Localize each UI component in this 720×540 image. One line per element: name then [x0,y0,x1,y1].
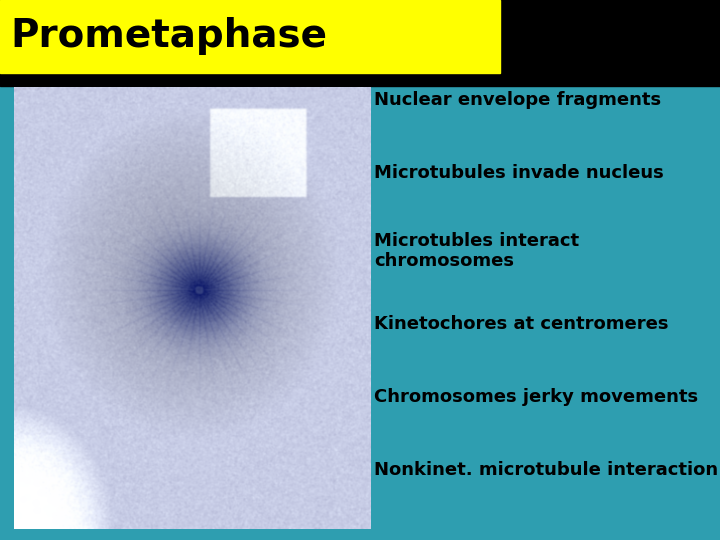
Text: Nonkinet. microtubule interaction: Nonkinet. microtubule interaction [374,461,719,479]
Text: Kinetochores at centromeres: Kinetochores at centromeres [374,315,669,333]
Text: Microtubles interact
chromosomes: Microtubles interact chromosomes [374,232,580,271]
Text: Prometaphase: Prometaphase [11,17,328,56]
Text: Microtubules invade nucleus: Microtubules invade nucleus [374,164,664,182]
Bar [0,73,720,86]
Text: Nuclear envelope fragments: Nuclear envelope fragments [374,91,662,109]
Text: Chromosomes jerky movements: Chromosomes jerky movements [374,388,698,406]
Bar [0,0,500,73]
Bar [0,86,720,540]
